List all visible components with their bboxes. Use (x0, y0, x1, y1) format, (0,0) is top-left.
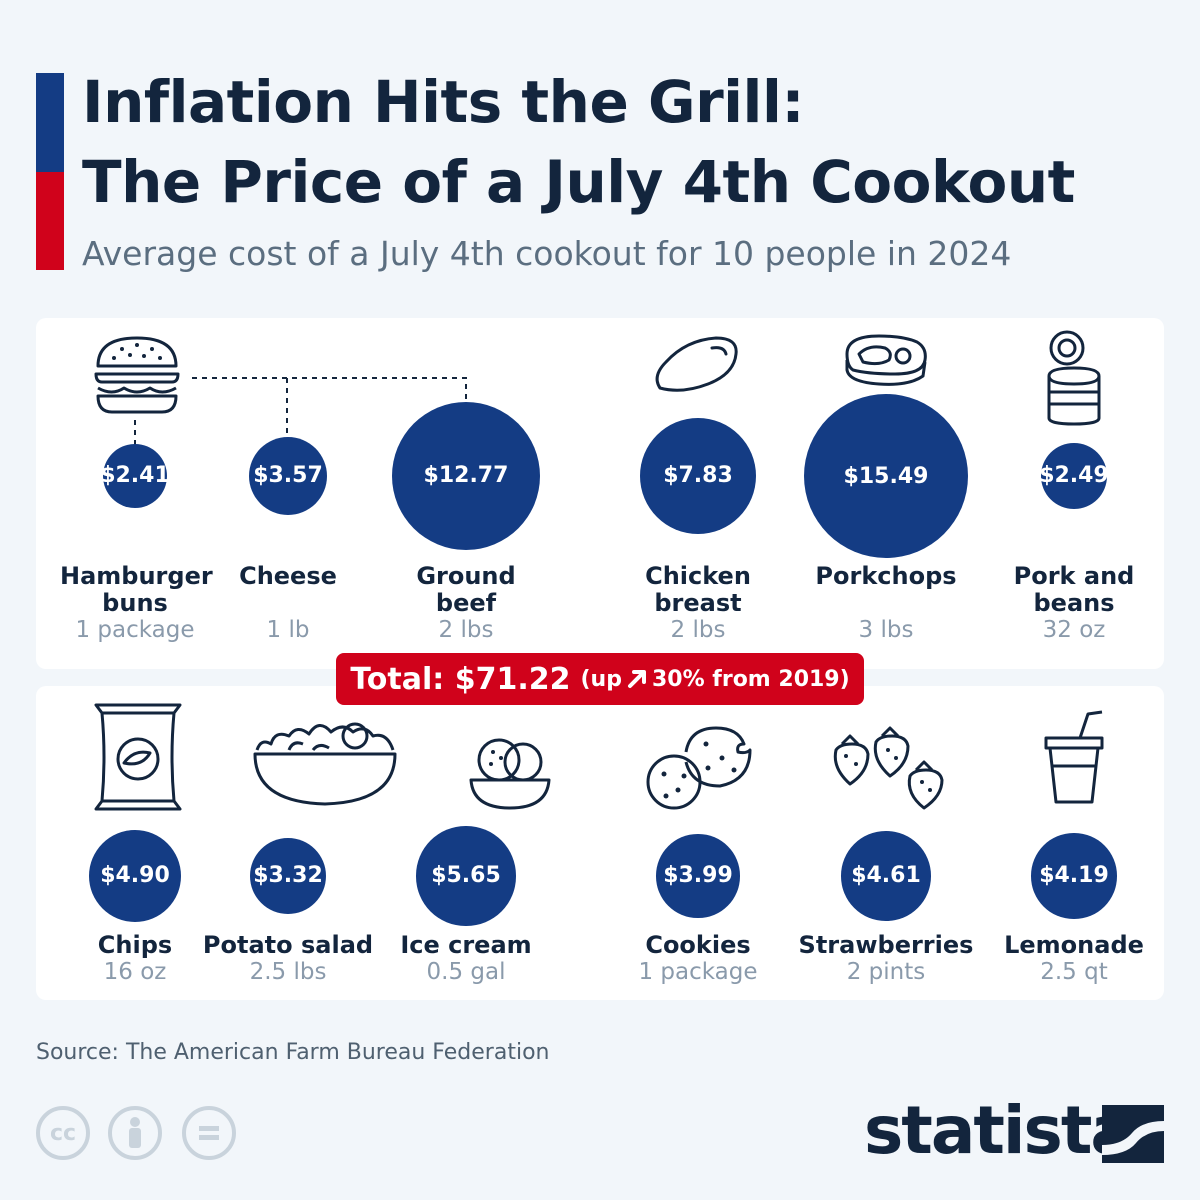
price-bubble-cheese: $3.57 (248, 436, 328, 516)
salad-bowl-icon (253, 722, 397, 806)
item-name-cookies: Cookies (645, 931, 751, 959)
cc-icon[interactable]: cc (36, 1106, 90, 1160)
price-bubble-ground-beef: $12.77 (391, 401, 541, 551)
accent-bar-red (36, 172, 64, 270)
item-name-ground-beef: Ground beef (416, 562, 516, 617)
cookies-icon (646, 726, 752, 810)
price-bubble-porkchops: $15.49 (804, 394, 968, 558)
panel-sides-desserts (36, 686, 1164, 1000)
item-quantity-strawberries: 2 pints (846, 959, 926, 985)
price-bubble-chips: $4.90 (88, 829, 182, 923)
source-note: Source: The American Farm Bureau Federat… (36, 1040, 550, 1065)
chicken-breast-icon (655, 336, 738, 392)
ice-cream-bowl-icon (469, 738, 551, 810)
steak-icon (845, 334, 927, 386)
item-name-lemonade: Lemonade (1004, 931, 1144, 959)
chips-bag-icon (94, 703, 182, 811)
title-line-2: The Price of a July 4th Cookout (82, 148, 1075, 216)
item-quantity-chicken-breast: 2 lbs (670, 617, 726, 643)
total-up-label: (up (580, 666, 622, 692)
item-name-chicken-breast: Chicken breast (645, 562, 751, 617)
total-value: Total: $71.22 (350, 661, 571, 697)
item-name-strawberries: Strawberries (798, 931, 974, 959)
title-line-1: Inflation Hits the Grill: (82, 68, 805, 136)
item-quantity-cheese: 1 lb (266, 617, 310, 643)
can-icon (1047, 330, 1101, 426)
item-quantity-chips: 16 oz (103, 959, 167, 985)
price-bubble-lemonade: $4.19 (1031, 833, 1117, 919)
item-name-pork-and-beans: Pork and beans (1013, 562, 1135, 617)
strawberries-icon (833, 726, 944, 810)
item-quantity-pork-and-beans: 32 oz (1042, 617, 1106, 643)
item-name-potato-salad: Potato salad (202, 931, 374, 959)
item-name-chips: Chips (97, 931, 173, 959)
price-bubble-chicken-breast: $7.83 (639, 417, 757, 535)
statista-logo-mark (1102, 1105, 1164, 1163)
price-bubble-pork-and-beans: $2.49 (1039, 443, 1109, 509)
price-bubble-hamburger-buns: $2.41 (100, 443, 170, 509)
total-change-label: 30% from 2019) (651, 666, 850, 692)
item-name-ice-cream: Ice cream (400, 931, 532, 959)
item-name-hamburger-buns: Hamburger buns (60, 562, 213, 617)
price-bubble-strawberries: $4.61 (841, 831, 931, 921)
item-quantity-ice-cream: 0.5 gal (426, 959, 506, 985)
item-name-porkchops: Porkchops (815, 562, 957, 590)
panel-main-dishes (36, 318, 1164, 669)
cup-icon (1044, 710, 1104, 804)
price-bubble-ice-cream: $5.65 (416, 826, 516, 926)
statista-logo[interactable]: statista (864, 1092, 1135, 1169)
item-quantity-lemonade: 2.5 qt (1040, 959, 1108, 985)
item-quantity-porkchops: 3 lbs (858, 617, 914, 643)
page-title: Inflation Hits the Grill: The Price of a… (82, 62, 1075, 222)
attribution-icon[interactable] (108, 1106, 162, 1160)
price-bubble-cookies: $3.99 (656, 834, 740, 918)
item-quantity-potato-salad: 2.5 lbs (249, 959, 327, 985)
burger-icon (94, 336, 180, 414)
total-badge: Total: $71.22 (up 30% from 2019) (336, 653, 864, 705)
item-quantity-cookies: 1 package (638, 959, 758, 985)
accent-bar-blue (36, 73, 64, 172)
price-bubble-potato-salad: $3.32 (250, 838, 326, 914)
no-derivatives-icon[interactable] (182, 1106, 236, 1160)
subtitle: Average cost of a July 4th cookout for 1… (82, 234, 1012, 273)
item-quantity-hamburger-buns: 1 package (75, 617, 195, 643)
item-name-cheese: Cheese (239, 562, 337, 590)
arrow-up-right-icon (627, 670, 646, 688)
item-quantity-ground-beef: 2 lbs (438, 617, 494, 643)
